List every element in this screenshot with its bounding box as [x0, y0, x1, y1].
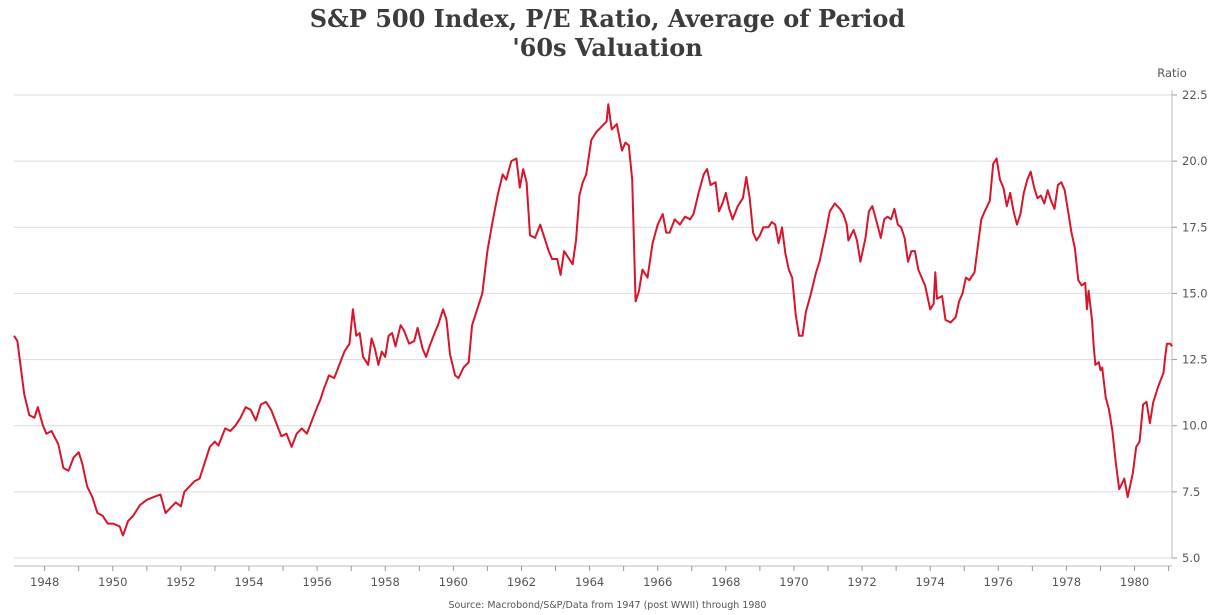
y-tick-label: 15.0: [1182, 286, 1208, 300]
x-tick-label: 1948: [30, 575, 59, 589]
y-tick-label: 22.5: [1182, 88, 1208, 102]
y-tick-label: 10.0: [1182, 419, 1208, 433]
x-tick-label: 1950: [98, 575, 127, 589]
y-tick-label: 17.5: [1182, 220, 1208, 234]
x-tick-label: 1960: [439, 575, 468, 589]
pe-ratio-series-line: [13, 103, 1173, 537]
line-chart: 5.0 7.5 10.0 12.5 15.0 17.5 20.0 22.5 1948 1950 19…: [13, 66, 1208, 589]
x-tick-label: 1968: [711, 575, 740, 589]
x-tick-label: 1980: [1120, 575, 1149, 589]
x-tick-label: 1974: [916, 575, 945, 589]
y-tick-label: 20.0: [1182, 154, 1208, 168]
gridlines: [14, 94, 1172, 559]
x-tick-label: 1954: [234, 575, 263, 589]
x-tick-label: 1978: [1052, 575, 1081, 589]
axes: 5.0 7.5 10.0 12.5 15.0 17.5 20.0 22.5 1948 1950 19…: [14, 88, 1208, 589]
chart-title-block: S&P 500 Index, P/E Ratio, Average of Per…: [0, 4, 1215, 62]
chart-title: S&P 500 Index, P/E Ratio, Average of Per…: [309, 4, 906, 33]
x-tick-label: 1976: [984, 575, 1013, 589]
y-tick-label: 7.5: [1182, 485, 1200, 499]
source-note: Source: Macrobond/S&P/Data from 1947 (po…: [448, 600, 767, 611]
x-tick-label: 1964: [575, 575, 604, 589]
x-tick-label: 1970: [779, 575, 808, 589]
series-layer: [13, 103, 1173, 537]
x-tick-label: 1966: [643, 575, 672, 589]
x-tick-label: 1956: [302, 575, 331, 589]
y-axis-label: Ratio: [1157, 66, 1187, 80]
chart-subtitle: '60s Valuation: [512, 33, 703, 62]
x-tick-label: 1958: [371, 575, 400, 589]
x-tick-label: 1962: [507, 575, 536, 589]
y-tick-label: 5.0: [1182, 551, 1200, 565]
x-tick-label: 1952: [166, 575, 195, 589]
y-tick-label: 12.5: [1182, 353, 1208, 367]
x-tick-label: 1972: [847, 575, 876, 589]
